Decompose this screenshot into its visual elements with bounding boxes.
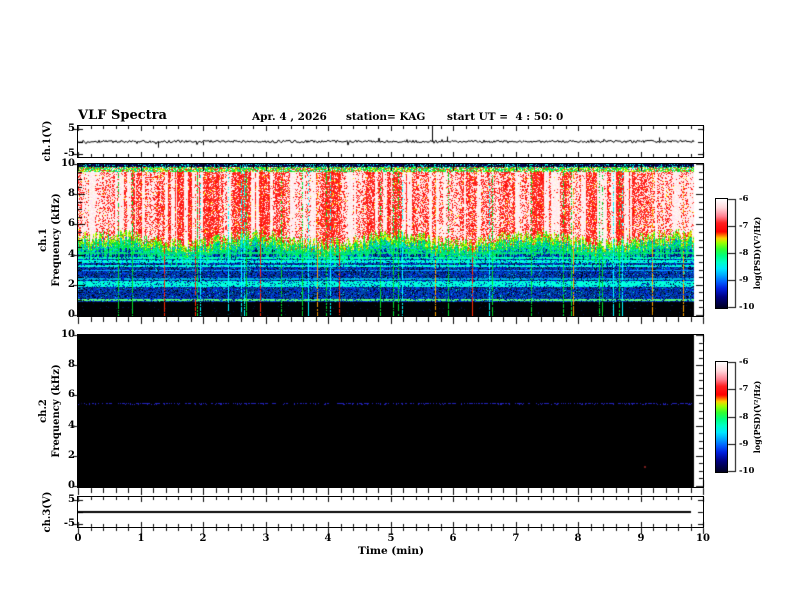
ch2-freq-tick-2: 2: [68, 450, 75, 461]
x-tick-label-9: 9: [637, 533, 645, 544]
ch3-voltage-panel: [77, 496, 704, 528]
colorbar1-tick--6: -6: [739, 193, 749, 204]
x-tick-label-7: 7: [512, 533, 520, 544]
ch1-spectrogram: [78, 164, 703, 316]
colorbar-ch1-gradient: [716, 199, 727, 308]
x-tick-label-8: 8: [574, 533, 582, 544]
ch3-voltage-trace: [78, 497, 703, 527]
ch1v-tick-neg5: -5: [63, 148, 75, 159]
colorbar2-tick--7: -7: [739, 383, 749, 394]
figure-title: VLF Spectra: [78, 108, 167, 123]
figure-start-ut: start UT = 4 : 50: 0: [447, 111, 564, 123]
ch1-freq-tick-0: 0: [68, 309, 75, 320]
ch1-freq-tick-8: 8: [68, 188, 75, 199]
colorbar1-tick--10: -10: [739, 301, 755, 312]
ch2-spectrogram-channel-label: ch.2: [38, 399, 49, 423]
ch1-voltage-waveform: [78, 126, 703, 157]
ch1-freq-tick-2: 2: [68, 279, 75, 290]
colorbar1-tick--8: -8: [739, 247, 749, 258]
ch1v-tick-5: 5: [68, 123, 75, 134]
colorbar2-tick--6: -6: [739, 356, 749, 367]
ch2-freq-tick-6: 6: [68, 389, 75, 400]
x-tick-label-3: 3: [262, 533, 270, 544]
ch3-voltage-axis-label: ch.3(V): [42, 491, 53, 533]
ch1-voltage-panel: [77, 125, 704, 158]
colorbar1-tick--9: -9: [739, 274, 749, 285]
colorbar-ch2: [715, 361, 728, 473]
ch2-freq-tick-4: 4: [68, 420, 75, 431]
ch2-freq-tick-8: 8: [68, 359, 75, 370]
colorbar-ch2-gradient: [716, 362, 727, 472]
x-tick-label-10: 10: [696, 533, 710, 544]
x-tick-label-0: 0: [74, 533, 82, 544]
x-tick-label-5: 5: [387, 533, 395, 544]
ch1-freq-tick-6: 6: [68, 218, 75, 229]
ch3v-tick-5: 5: [68, 494, 75, 505]
colorbar-ch1: [715, 198, 728, 309]
colorbar-ch2-label: log(PSD)(V²/Hz): [752, 380, 762, 454]
ch3v-tick-neg5: -5: [63, 518, 75, 529]
ch2-freq-tick-10: 10: [61, 329, 75, 340]
ch1-freq-tick-4: 4: [68, 249, 75, 260]
ch2-spectrogram-panel: [77, 334, 704, 488]
ch1-freq-tick-10: 10: [61, 158, 75, 169]
figure-date: Apr. 4 , 2026: [252, 111, 327, 123]
ch1-spectrogram-channel-label: ch.1: [38, 228, 49, 252]
ch1-voltage-axis-label: ch.1(V): [42, 120, 53, 162]
ch1-frequency-axis-label: Frequency (kHz): [51, 193, 62, 287]
x-tick-label-6: 6: [449, 533, 457, 544]
colorbar2-tick--10: -10: [739, 465, 755, 476]
ch2-frequency-axis-label: Frequency (kHz): [51, 364, 62, 458]
x-tick-label-2: 2: [199, 533, 207, 544]
x-axis-title: Time (min): [358, 545, 424, 557]
colorbar2-tick--8: -8: [739, 411, 749, 422]
colorbar-ch1-label: log(PSD)(V²/Hz): [752, 216, 762, 290]
x-tick-label-4: 4: [324, 533, 332, 544]
x-tick-label-1: 1: [137, 533, 145, 544]
colorbar2-tick--9: -9: [739, 438, 749, 449]
figure-station: station= KAG: [346, 111, 426, 123]
ch2-spectrogram: [78, 335, 703, 487]
colorbar1-tick--7: -7: [739, 220, 749, 231]
ch2-freq-tick-0: 0: [68, 480, 75, 491]
ch1-spectrogram-panel: [77, 163, 704, 317]
